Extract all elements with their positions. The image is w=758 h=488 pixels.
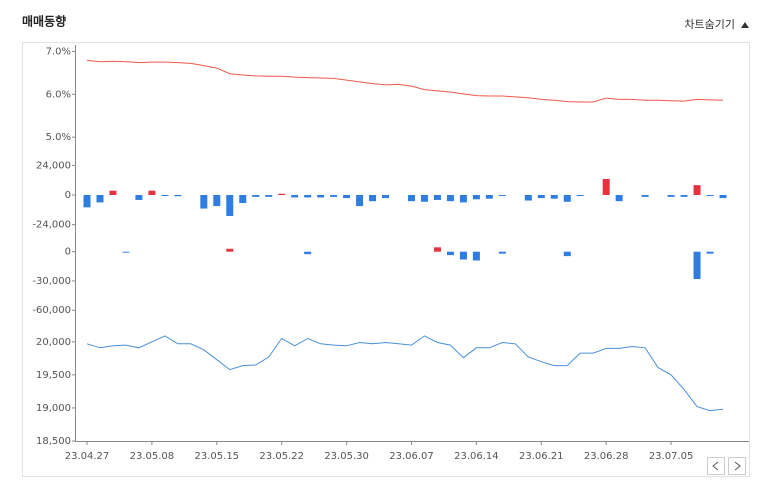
bar (200, 195, 208, 209)
y-tick-label: 19,000 (36, 403, 71, 414)
y-tick-label: 19,500 (36, 370, 71, 381)
toggle-arrow[interactable] (741, 22, 749, 28)
bar (680, 195, 688, 197)
bar (174, 195, 182, 197)
y-tick-label: 20,000 (36, 337, 71, 348)
bar (226, 248, 234, 252)
y-tick-label: 6.0% (46, 89, 71, 100)
x-tick-label: 23.05.15 (195, 451, 240, 462)
bar (641, 195, 649, 197)
bar (719, 195, 727, 199)
bar (576, 195, 584, 196)
hide-chart-toggle[interactable]: 차트숨기기 (684, 18, 735, 31)
y-tick-label: -60,000 (32, 305, 71, 316)
bar (693, 251, 701, 280)
x-tick-label: 23.07.05 (649, 451, 694, 462)
next-button[interactable] (728, 457, 746, 475)
section-title: 매매동향 (22, 14, 66, 29)
bar (433, 195, 441, 200)
bar (278, 193, 286, 195)
bar (291, 195, 299, 198)
next-icon[interactable] (734, 461, 741, 471)
bar (148, 190, 156, 195)
data-line (86, 59, 724, 103)
x-tick-label: 23.06.07 (389, 451, 434, 462)
prev-button[interactable] (707, 457, 725, 475)
bar (433, 247, 441, 252)
bar (252, 195, 260, 197)
bar (472, 251, 480, 261)
bar (265, 195, 273, 197)
bar (356, 195, 364, 207)
bar (96, 195, 104, 203)
bar (498, 195, 506, 196)
y-tick-label: 24,000 (36, 160, 71, 171)
bar (420, 195, 428, 202)
y-tick-label: 7.0% (46, 46, 71, 57)
y-tick-label: -30,000 (32, 276, 71, 287)
prev-icon[interactable] (712, 461, 719, 471)
chart-frame (22, 42, 750, 477)
bar (602, 178, 610, 195)
data-line (86, 335, 724, 412)
bar (615, 195, 623, 202)
bar (446, 251, 454, 256)
x-tick-label: 23.06.28 (584, 451, 629, 462)
y-tick-label: 18,500 (36, 436, 71, 447)
bar (161, 195, 169, 196)
bar (472, 195, 480, 200)
bar (446, 195, 454, 202)
bar (407, 195, 415, 202)
bar (524, 195, 532, 201)
bar (693, 185, 701, 195)
bar (706, 251, 714, 254)
bar (239, 195, 247, 204)
bar (304, 251, 312, 255)
bar (563, 251, 571, 257)
x-tick-label: 23.05.30 (324, 451, 369, 462)
x-tick-label: 23.04.27 (65, 451, 110, 462)
y-tick-label: -24,000 (32, 220, 71, 231)
x-tick-label: 23.05.08 (130, 451, 175, 462)
bar (498, 251, 506, 254)
bar (317, 195, 325, 198)
bar (537, 195, 545, 199)
bar (213, 195, 221, 207)
bar (343, 195, 351, 199)
bar (369, 195, 377, 202)
x-tick-label: 23.06.21 (519, 451, 564, 462)
bar (122, 251, 130, 253)
bar (109, 190, 117, 195)
bar (382, 195, 390, 199)
bar (226, 195, 234, 216)
bar (135, 195, 143, 200)
y-tick-label: 0 (65, 190, 71, 201)
bar (550, 195, 558, 199)
bar (330, 195, 338, 197)
bar (459, 195, 467, 203)
bar (459, 251, 467, 260)
bar (563, 195, 571, 202)
bar (83, 195, 91, 208)
x-tick-label: 23.05.22 (259, 451, 304, 462)
bar (304, 195, 312, 198)
bar (706, 195, 714, 196)
y-tick-label: 5.0% (46, 132, 71, 143)
bar (485, 195, 493, 199)
bar (667, 195, 675, 197)
y-tick-label: 0 (65, 247, 71, 258)
x-tick-label: 23.06.14 (454, 451, 499, 462)
